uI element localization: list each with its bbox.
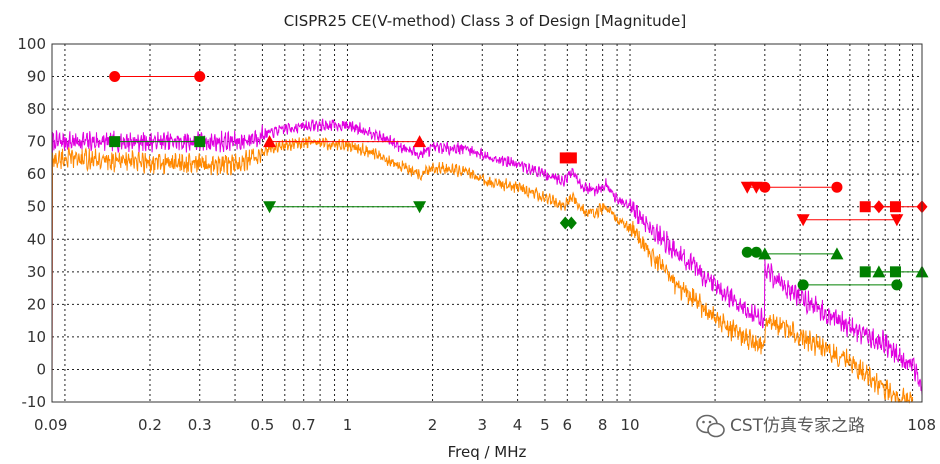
x-tick-label: 3 — [478, 416, 488, 434]
y-tick-label: 10 — [27, 328, 46, 346]
limit-line-7 — [759, 181, 843, 193]
limit-marker — [559, 152, 571, 164]
series-trace-1 — [51, 135, 914, 404]
limit-marker — [749, 181, 763, 194]
x-tick-label: 0.3 — [188, 416, 212, 434]
x-axis-label: Freq / MHz — [448, 443, 527, 461]
limit-line-6 — [740, 181, 763, 194]
limit-marker — [559, 216, 571, 230]
limit-marker — [109, 136, 121, 148]
limit-line-8 — [741, 246, 762, 258]
x-tick-label: 108 — [907, 416, 936, 434]
watermark-text: CST仿真专家之路 — [730, 416, 865, 436]
limit-marker — [872, 265, 886, 278]
limit-marker — [859, 266, 871, 278]
limit-marker — [413, 135, 427, 148]
limit-line-5 — [559, 216, 577, 230]
limit-line-2 — [263, 135, 427, 148]
limit-line-10 — [796, 214, 904, 227]
x-tick-label: 8 — [598, 416, 608, 434]
y-tick-label: 50 — [27, 198, 46, 216]
limit-marker — [891, 279, 903, 291]
limit-marker — [759, 181, 771, 193]
plot-frame — [51, 43, 923, 403]
y-tick-label: 80 — [27, 100, 46, 118]
limit-marker — [109, 71, 121, 83]
y-tick-label: 60 — [27, 165, 46, 183]
x-tick-label: 4 — [513, 416, 523, 434]
y-tick-label: 30 — [27, 263, 46, 281]
limit-line-9 — [758, 247, 844, 260]
x-tick-label: 1 — [343, 416, 353, 434]
x-tick-label: 0.7 — [292, 416, 316, 434]
y-tick-label: 40 — [27, 230, 46, 248]
x-tick-label: 6 — [563, 416, 573, 434]
x-tick-label: 5 — [540, 416, 550, 434]
frame-layer — [51, 43, 923, 403]
limit-marker — [194, 136, 206, 148]
y-tick-label: 100 — [17, 35, 46, 53]
y-tick-label: 70 — [27, 133, 46, 151]
limit-layer — [109, 71, 929, 291]
limit-marker — [565, 216, 577, 230]
y-tick-label: -10 — [22, 393, 47, 411]
y-tick-label: 90 — [27, 68, 46, 86]
limit-line-1 — [109, 136, 206, 148]
limit-marker — [890, 214, 904, 227]
y-tick-labels: -10 0 10 20 30 40 50 60 70 80 90 100 — [17, 35, 46, 411]
limit-marker — [194, 71, 206, 83]
limit-marker — [263, 201, 277, 214]
x-tick-label: 10 — [620, 416, 639, 434]
watermark: CST仿真专家之路 — [696, 414, 865, 438]
grid-layer — [52, 44, 922, 402]
x-tick-label: 0.2 — [138, 416, 162, 434]
y-tick-label: 0 — [36, 360, 46, 378]
limit-marker — [859, 201, 871, 213]
limit-marker — [796, 214, 810, 227]
limit-marker — [263, 135, 277, 148]
limit-marker — [758, 247, 772, 260]
y-tick-label: 20 — [27, 295, 46, 313]
limit-marker — [413, 201, 427, 214]
limit-marker — [873, 200, 885, 214]
limit-marker — [797, 279, 809, 291]
limit-line-11 — [797, 279, 903, 291]
wechat-icon — [696, 414, 725, 438]
limit-marker — [565, 152, 577, 164]
limit-line-3 — [263, 201, 427, 214]
limit-marker — [831, 181, 843, 193]
chart-title: CISPR25 CE(V-method) Class 3 of Design [… — [284, 12, 686, 30]
limit-line-0 — [109, 71, 206, 83]
limit-line-4 — [559, 152, 577, 164]
limit-marker — [830, 247, 844, 260]
series-layer — [51, 118, 923, 404]
limit-marker — [740, 181, 754, 194]
limit-marker — [750, 246, 762, 258]
x-tick-labels: 0.09 0.2 0.3 0.5 0.7 1 2 3 4 5 6 8 10 108 — [34, 416, 936, 434]
limit-marker — [741, 246, 753, 258]
x-tick-label: 0.09 — [34, 416, 67, 434]
x-tick-label: 2 — [428, 416, 438, 434]
x-tick-label: 0.5 — [250, 416, 274, 434]
